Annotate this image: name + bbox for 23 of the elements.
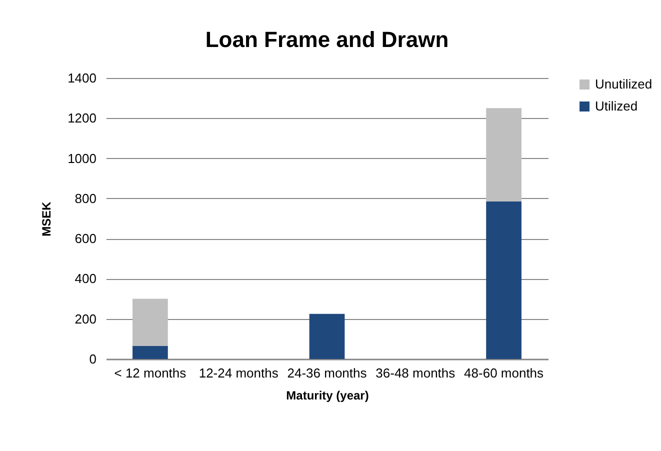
x-tick-label: 36-48 months [376, 366, 456, 380]
bar [486, 108, 522, 202]
x-tick-label: 12-24 months [198, 366, 279, 380]
bar [486, 201, 522, 359]
y-tick-label: 600 [74, 231, 96, 246]
chart-title: Loan Frame and Drawn [205, 27, 449, 52]
legend-label: Utilized [595, 98, 638, 114]
y-tick-label: 1000 [68, 150, 96, 166]
y-tick-label: 1200 [68, 110, 96, 126]
y-tick-label: 1400 [68, 70, 96, 86]
y-tick-label: 200 [74, 311, 96, 326]
bar [309, 314, 345, 359]
x-tick-label: 24-36 months [287, 366, 368, 380]
y-tick-label: 0 [89, 352, 96, 366]
bar [132, 346, 168, 359]
x-tick-label: 48-60 months [464, 366, 544, 380]
y-axis-title: MSEK [40, 201, 54, 236]
x-tick-label: < 12 months [114, 366, 187, 380]
y-tick-label: 800 [74, 190, 96, 206]
y-tick-label: 400 [74, 271, 96, 286]
bar [132, 298, 168, 346]
legend-label: Unutilized [595, 76, 652, 92]
x-axis-title: Maturity (year) [286, 388, 369, 402]
